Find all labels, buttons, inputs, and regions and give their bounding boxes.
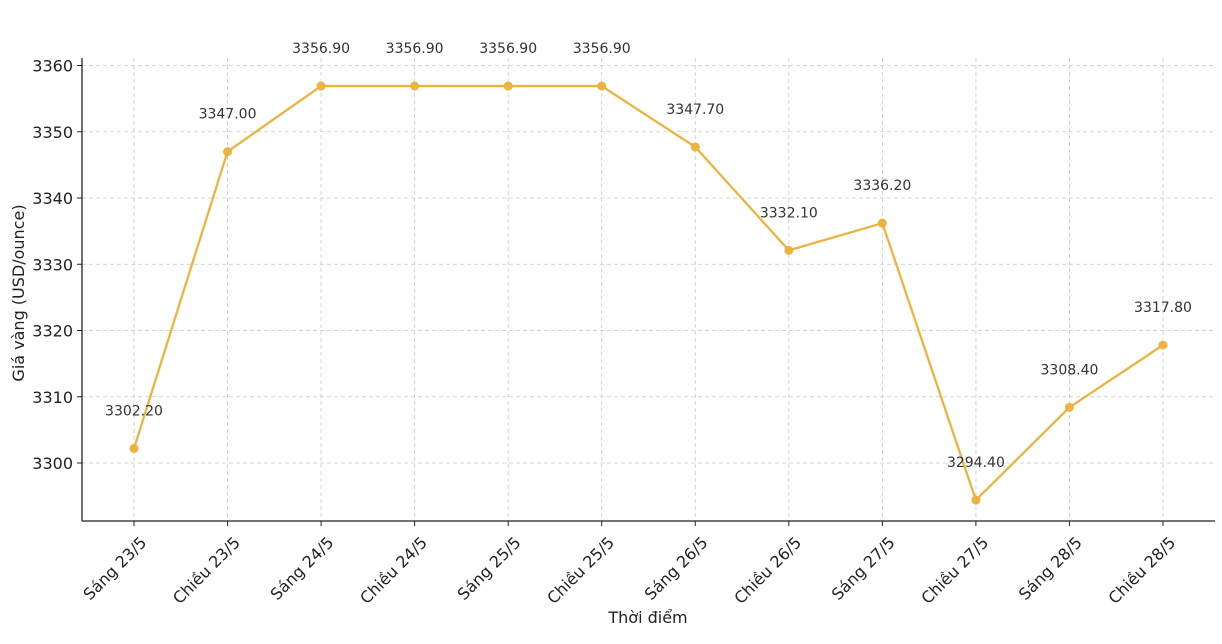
y-tick-label: 3300 — [32, 454, 73, 473]
data-point — [1158, 340, 1168, 350]
series-line — [129, 81, 1168, 505]
x-axis-title: Thời điểm — [607, 608, 687, 627]
data-value-label: 3356.90 — [573, 41, 631, 57]
data-value-label: 3356.90 — [386, 41, 444, 57]
y-tick-label: 3310 — [32, 388, 73, 407]
data-value-label: 3336.20 — [853, 178, 911, 194]
data-value-label: 3356.90 — [479, 41, 537, 57]
data-point — [784, 245, 794, 255]
data-point — [223, 147, 233, 157]
data-value-label: 3356.90 — [292, 41, 350, 57]
y-tick-label: 3360 — [32, 57, 73, 76]
data-value-label: 3347.00 — [199, 107, 257, 123]
x-tick-label: Chiều 27/5 — [917, 533, 992, 608]
data-value-label: 3347.70 — [666, 102, 724, 118]
x-tick-label: Chiều 24/5 — [356, 533, 431, 608]
x-tick-label: Sáng 28/5 — [1015, 533, 1086, 604]
y-tick-label: 3350 — [32, 123, 73, 142]
data-value-label: 3308.40 — [1041, 362, 1099, 378]
data-point — [597, 81, 607, 91]
data-point — [690, 142, 700, 152]
x-tick-label: Sáng 24/5 — [266, 533, 337, 604]
data-value-label: 3294.40 — [947, 455, 1005, 471]
data-value-label: 3317.80 — [1134, 300, 1192, 316]
x-tick-label: Chiều 28/5 — [1105, 533, 1180, 608]
x-tick-label: Sáng 25/5 — [454, 533, 525, 604]
axes: 3300 3310 3320 3330 3340 3350 3360 Sáng 23/5 Chi… — [32, 57, 1215, 608]
data-point — [1064, 402, 1074, 412]
y-tick-label: 3330 — [32, 255, 73, 274]
x-tick-label: Sáng 23/5 — [79, 533, 150, 604]
data-point — [316, 81, 326, 91]
x-tick-label: Sáng 27/5 — [828, 533, 899, 604]
y-tick-label: 3340 — [32, 189, 73, 208]
data-point — [971, 495, 981, 505]
data-point — [410, 81, 420, 91]
data-labels: 3302.20 3347.00 3356.90 3356.90 3356.90 3356.… — [105, 41, 1192, 471]
data-value-label: 3302.20 — [105, 403, 163, 419]
y-tick-label: 3320 — [32, 322, 73, 341]
data-point — [129, 443, 139, 453]
y-axis-title: Giá vàng (USD/ounce) — [9, 204, 28, 381]
x-tick-label: Chiều 26/5 — [730, 533, 805, 608]
x-tick-label: Chiều 23/5 — [169, 533, 244, 608]
data-point — [877, 218, 887, 228]
data-point — [503, 81, 513, 91]
grid — [82, 58, 1215, 521]
x-tick-label: Sáng 26/5 — [641, 533, 712, 604]
series-line-path — [132, 84, 1164, 502]
data-value-label: 3332.10 — [760, 205, 818, 221]
x-tick-label: Chiều 25/5 — [543, 533, 618, 608]
